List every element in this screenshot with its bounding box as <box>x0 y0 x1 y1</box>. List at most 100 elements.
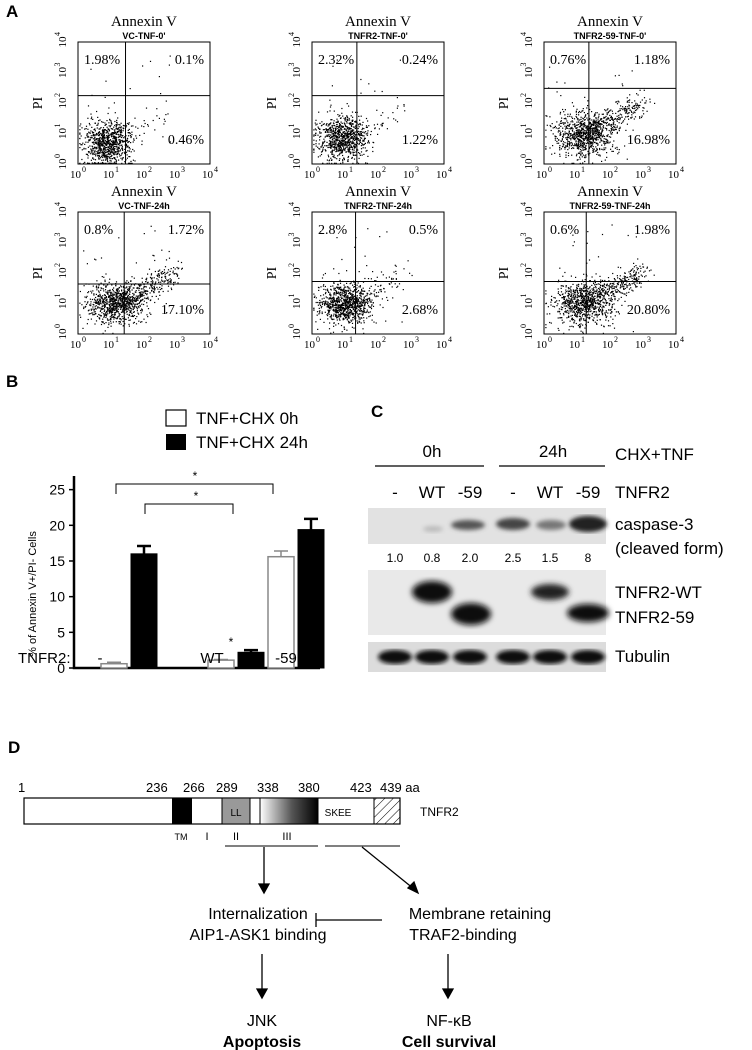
x-category-label: -59 <box>275 650 297 667</box>
tubulin-band <box>533 650 567 664</box>
caspase-band-2 <box>423 526 443 532</box>
x-tick-exponent: 2 <box>382 335 386 344</box>
x-tick-exponent: 2 <box>148 335 152 344</box>
tnfr2-59-band-lane6 <box>567 604 609 622</box>
x-tick-label: 10 <box>668 339 680 351</box>
x-tick-exponent: 3 <box>181 165 185 174</box>
x-tick-label: 10 <box>403 169 415 181</box>
y-tick-label: 10 <box>523 206 535 218</box>
error-bar-0h-1 <box>214 658 228 661</box>
tnfr2-59-label: TNFR2-59 <box>615 608 694 627</box>
y-tick-label: 15 <box>49 553 65 569</box>
y-tick-exponent: 1 <box>53 124 62 128</box>
flow-plot-sample-label: VC-TNF-24h <box>118 201 170 211</box>
x-tick-label: 10 <box>436 169 448 181</box>
y-tick-label: 20 <box>49 517 65 533</box>
flow-plot-frame <box>77 211 211 335</box>
x-tick-label: 10 <box>635 339 647 351</box>
x-tick-label: 10 <box>304 339 316 351</box>
y-axis-label-pi: PI <box>497 266 512 279</box>
asterisk-inner: * <box>194 489 199 503</box>
caspase-band-6 <box>569 516 607 532</box>
lane-label: WT <box>537 483 563 502</box>
y-tick-label: 10 <box>523 298 535 310</box>
x-tick-exponent: 3 <box>415 165 419 174</box>
bar-0h-2 <box>267 555 295 669</box>
x-tick-exponent: 4 <box>448 335 452 344</box>
quadrant-upper-left: 0.6% <box>550 223 580 238</box>
flow-events <box>545 55 656 164</box>
x-tick-exponent: 2 <box>614 165 618 174</box>
apoptosis-label: Apoptosis <box>223 1034 301 1050</box>
significance-brackets <box>115 483 274 514</box>
flow-plot-sample-label: TNFR2-59-TNF-0' <box>573 31 647 41</box>
flow-plot-sample-label: TNFR2-TNF-0' <box>348 31 408 41</box>
pos-338: 338 <box>257 780 279 795</box>
y-tick-exponent: 0 <box>519 324 528 328</box>
x-tick-label: 10 <box>668 169 680 181</box>
y-tick-exponent: 4 <box>287 32 296 36</box>
y-tick-exponent: 1 <box>53 294 62 298</box>
y-tick-label: 10 <box>523 36 535 48</box>
caspase-label-2: (cleaved form) <box>615 539 724 558</box>
y-tick-label: 25 <box>49 482 65 498</box>
y-tick-label: 10 <box>291 267 303 279</box>
y-tick-exponent: 4 <box>53 32 62 36</box>
y-axis-label-pi: PI <box>497 96 512 109</box>
flow-events <box>79 55 171 164</box>
y-tick-exponent: 1 <box>287 294 296 298</box>
x-tick-label: 10 <box>103 169 115 181</box>
x-tick-label: 10 <box>436 339 448 351</box>
pos-423: 423 <box>350 780 372 795</box>
bar-24h-0 <box>130 553 158 669</box>
y-tick-label: 10 <box>291 206 303 218</box>
error-bar-24h-1 <box>244 648 258 653</box>
jnk-label: JNK <box>247 1013 278 1030</box>
x-tick-exponent: 1 <box>115 335 119 344</box>
bar-24h-1 <box>237 651 265 669</box>
legend-label-0h: TNF+CHX 0h <box>196 409 299 428</box>
flow-plot: Annexin V VC-TNF-0' 1.98% 0.1% 0.46% PI 10 0 10 0… <box>14 14 254 184</box>
x-category-label: - <box>98 650 103 667</box>
lane-label: - <box>392 483 398 502</box>
lane-label: -59 <box>458 483 483 502</box>
quadrant-upper-right: 0.5% <box>409 223 439 238</box>
y-tick-label: 5 <box>57 624 65 640</box>
nfkb-label: NF-κB <box>426 1013 471 1030</box>
y-tick-label: 10 <box>291 128 303 140</box>
tnfr2-59-band-lane3 <box>451 603 491 625</box>
y-tick-exponent: 1 <box>519 124 528 128</box>
x-tick-label: 10 <box>136 339 148 351</box>
x-tick-label: 10 <box>602 169 614 181</box>
panel-label-a: A <box>6 2 19 21</box>
y-tick-label: 10 <box>57 298 69 310</box>
pos-266: 266 <box>183 780 205 795</box>
x-category-label: WT <box>200 650 223 667</box>
x-tick-exponent: 4 <box>448 165 452 174</box>
y-tick-label: 10 <box>57 128 69 140</box>
tnfr2-wt-band-lane2 <box>412 581 452 603</box>
x-tick-label: 10 <box>370 339 382 351</box>
panel-label-c: C <box>371 402 384 421</box>
y-tick-label: 10 <box>291 328 303 340</box>
x-tick-exponent: 4 <box>680 165 684 174</box>
y-tick-label: 10 <box>57 237 69 249</box>
flow-plot-frame <box>77 41 211 165</box>
asterisk-outer: * <box>193 469 198 483</box>
x-tick-exponent: 0 <box>316 165 320 174</box>
flow-plot-frame <box>311 211 445 335</box>
tubulin-band <box>571 650 605 664</box>
flow-plot-sample-label: VC-TNF-0' <box>122 31 166 41</box>
y-tick-exponent: 2 <box>519 93 528 97</box>
arrowhead-nfkb <box>441 988 455 1000</box>
y-axis-label-pi: PI <box>265 96 280 109</box>
tnfr2-wt-label: TNFR2-WT <box>615 583 702 602</box>
x-tick-label: 10 <box>337 169 349 181</box>
protein-bar <box>23 797 401 825</box>
internalization-label: Internalization <box>208 906 308 923</box>
y-tick-label: 10 <box>57 158 69 170</box>
arrowhead-membrane <box>406 880 420 895</box>
error-bar-24h-0 <box>137 544 151 554</box>
flow-plot-axis-title: Annexin V <box>577 14 643 30</box>
